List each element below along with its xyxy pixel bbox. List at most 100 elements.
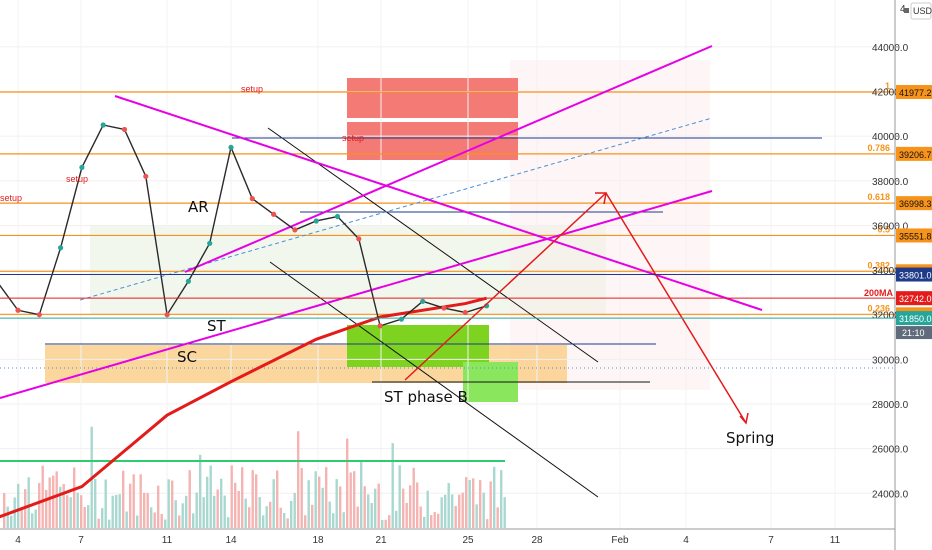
price-point bbox=[398, 316, 404, 322]
volume-bar bbox=[34, 509, 37, 528]
volume-bar bbox=[220, 478, 223, 528]
volume-bar bbox=[76, 492, 79, 528]
volume-bar bbox=[416, 482, 419, 528]
volume-bar bbox=[318, 476, 321, 528]
price-point bbox=[164, 312, 170, 318]
volume-bar bbox=[349, 472, 352, 528]
volume-bar bbox=[59, 486, 62, 528]
volume-bar bbox=[181, 503, 184, 528]
volume-bar bbox=[234, 482, 237, 528]
volume-bar bbox=[283, 513, 286, 528]
fib-price-label: 36998.3 bbox=[899, 199, 932, 209]
volume-bar bbox=[66, 495, 69, 528]
volume-bar bbox=[146, 493, 149, 528]
volume-bar bbox=[17, 483, 20, 528]
fib-ratio-label: 1 bbox=[885, 81, 890, 91]
volume-bar bbox=[227, 517, 230, 528]
projection-arrowhead-down bbox=[739, 412, 749, 425]
volume-bar bbox=[475, 504, 478, 528]
price-line bbox=[0, 124, 487, 327]
volume-bar bbox=[496, 507, 499, 528]
volume-bar bbox=[94, 478, 97, 528]
volume-bar bbox=[381, 519, 384, 528]
volume-bar bbox=[339, 486, 342, 528]
y-tick-label: 34000.0 bbox=[872, 266, 909, 277]
price-points bbox=[15, 122, 490, 329]
price-point bbox=[271, 211, 277, 217]
volume-bar bbox=[255, 474, 258, 528]
volume-bar bbox=[388, 515, 391, 528]
projection-arrow-up bbox=[404, 192, 607, 381]
volume-bar bbox=[48, 477, 51, 528]
volume-bar bbox=[489, 481, 492, 528]
volume-bar bbox=[132, 474, 135, 528]
volume-bar bbox=[87, 505, 90, 528]
y-tick-label: 44000.0 bbox=[872, 43, 909, 54]
volume-bar bbox=[160, 514, 163, 528]
volume-bars bbox=[3, 426, 506, 528]
volume-bar bbox=[3, 493, 6, 528]
demand-zone bbox=[347, 325, 489, 367]
x-tick-label: 21 bbox=[375, 535, 387, 546]
price-point bbox=[100, 122, 106, 128]
fib-ratio-label: 0.618 bbox=[867, 192, 890, 202]
y-tick-label: 36000.0 bbox=[872, 221, 909, 232]
volume-bar bbox=[346, 438, 349, 528]
x-tick-label: 28 bbox=[531, 535, 543, 546]
volume-bar bbox=[20, 507, 23, 528]
channel-line-lower bbox=[269, 261, 599, 498]
volume-bar bbox=[188, 470, 191, 528]
volume-bar bbox=[178, 515, 181, 528]
annotation-setup: setup bbox=[0, 193, 22, 203]
y-tick-label: 40000.0 bbox=[872, 132, 909, 143]
volume-bar bbox=[83, 506, 86, 528]
volume-bar bbox=[437, 513, 440, 528]
volume-bar bbox=[493, 466, 496, 528]
price-tag bbox=[896, 311, 932, 326]
volume-bar bbox=[409, 485, 412, 528]
volume-bar bbox=[419, 506, 422, 528]
volume-bar bbox=[360, 460, 363, 528]
volume-bar bbox=[45, 489, 48, 528]
volume-bar bbox=[199, 454, 202, 528]
fib-price-tag bbox=[896, 146, 932, 161]
x-tick-label: 14 bbox=[225, 535, 237, 546]
y-tick-label: 28000.0 bbox=[872, 400, 909, 411]
volume-bar bbox=[384, 519, 387, 528]
fib-price-tag bbox=[896, 196, 932, 211]
projection-arrow-down bbox=[605, 192, 747, 424]
volume-bar bbox=[468, 479, 471, 528]
volume-bar bbox=[108, 519, 111, 528]
price-point bbox=[292, 227, 298, 233]
volume-bar bbox=[335, 479, 338, 528]
volume-bar bbox=[157, 485, 160, 528]
fib-levels: 1 0.786 0.618 0.5 0.382 0.236 bbox=[0, 81, 895, 315]
x-tick-label: 7 bbox=[78, 535, 84, 546]
volume-bar bbox=[80, 495, 83, 528]
volume-bar bbox=[465, 477, 468, 528]
magenta-trendline-top bbox=[184, 45, 713, 273]
volume-bar bbox=[216, 489, 219, 528]
volume-bar bbox=[297, 431, 300, 528]
annotation-setup: setup bbox=[342, 133, 364, 143]
volume-bar bbox=[279, 507, 282, 528]
volume-bar bbox=[304, 515, 307, 528]
volume-bar bbox=[167, 479, 170, 528]
channel-line-upper bbox=[267, 127, 599, 363]
volume-bar bbox=[451, 494, 454, 528]
volume-bar bbox=[202, 497, 205, 528]
volume-bar bbox=[185, 495, 188, 528]
currency-badge[interactable]: USD bbox=[904, 2, 932, 20]
fib-price-label: 39206.7 bbox=[899, 150, 932, 160]
y-tick-label: 32000.0 bbox=[872, 311, 909, 322]
countdown-tag bbox=[896, 326, 932, 340]
price-point bbox=[334, 213, 341, 220]
price-point bbox=[79, 164, 85, 171]
price-point bbox=[377, 323, 383, 329]
annotation-setup: setup bbox=[66, 174, 88, 184]
y-tick-label: 30000.0 bbox=[872, 355, 909, 366]
volume-bar bbox=[402, 488, 405, 528]
supply-zone-upper bbox=[347, 78, 518, 118]
volume-bar bbox=[272, 479, 275, 528]
